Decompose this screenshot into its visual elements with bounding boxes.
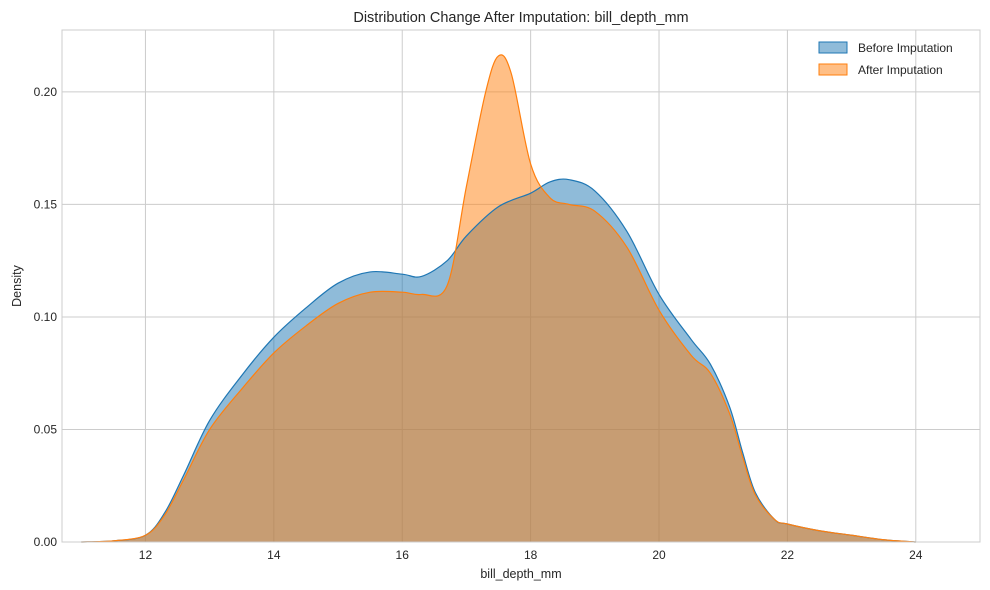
legend-swatch-after-imputation: [818, 63, 848, 76]
y-tick-label: 0.10: [34, 310, 58, 324]
x-tick-labels: 12 14 16 18 20 22 24: [139, 548, 923, 562]
legend-swatch-before-imputation: [818, 41, 848, 54]
after-imputation-line: [81, 54, 916, 543]
legend: Before Imputation After Imputation: [818, 41, 953, 77]
density-lines: [81, 54, 916, 543]
x-axis-label: bill_depth_mm: [480, 567, 561, 581]
y-tick-label: 0.15: [34, 197, 58, 211]
y-tick-label: 0.20: [34, 85, 58, 99]
x-tick-label: 14: [267, 548, 281, 562]
y-tick-label: 0.05: [34, 422, 58, 436]
legend-label-after-imputation: After Imputation: [858, 63, 943, 77]
y-tick-label: 0.00: [34, 535, 58, 549]
plot-frame: [61, 29, 981, 543]
after-imputation-area: [81, 54, 916, 542]
chart-title: Distribution Change After Imputation: bi…: [353, 10, 688, 26]
x-tick-label: 16: [396, 548, 410, 562]
x-tick-label: 18: [524, 548, 538, 562]
y-axis-label: Density: [10, 264, 24, 306]
x-tick-label: 22: [781, 548, 795, 562]
density-areas: [81, 54, 916, 542]
x-tick-label: 20: [652, 548, 666, 562]
y-tick-labels: 0.00 0.05 0.10 0.15 0.20: [34, 85, 58, 549]
legend-label-before-imputation: Before Imputation: [858, 41, 953, 55]
x-tick-label: 12: [139, 548, 153, 562]
x-tick-label: 24: [909, 548, 923, 562]
